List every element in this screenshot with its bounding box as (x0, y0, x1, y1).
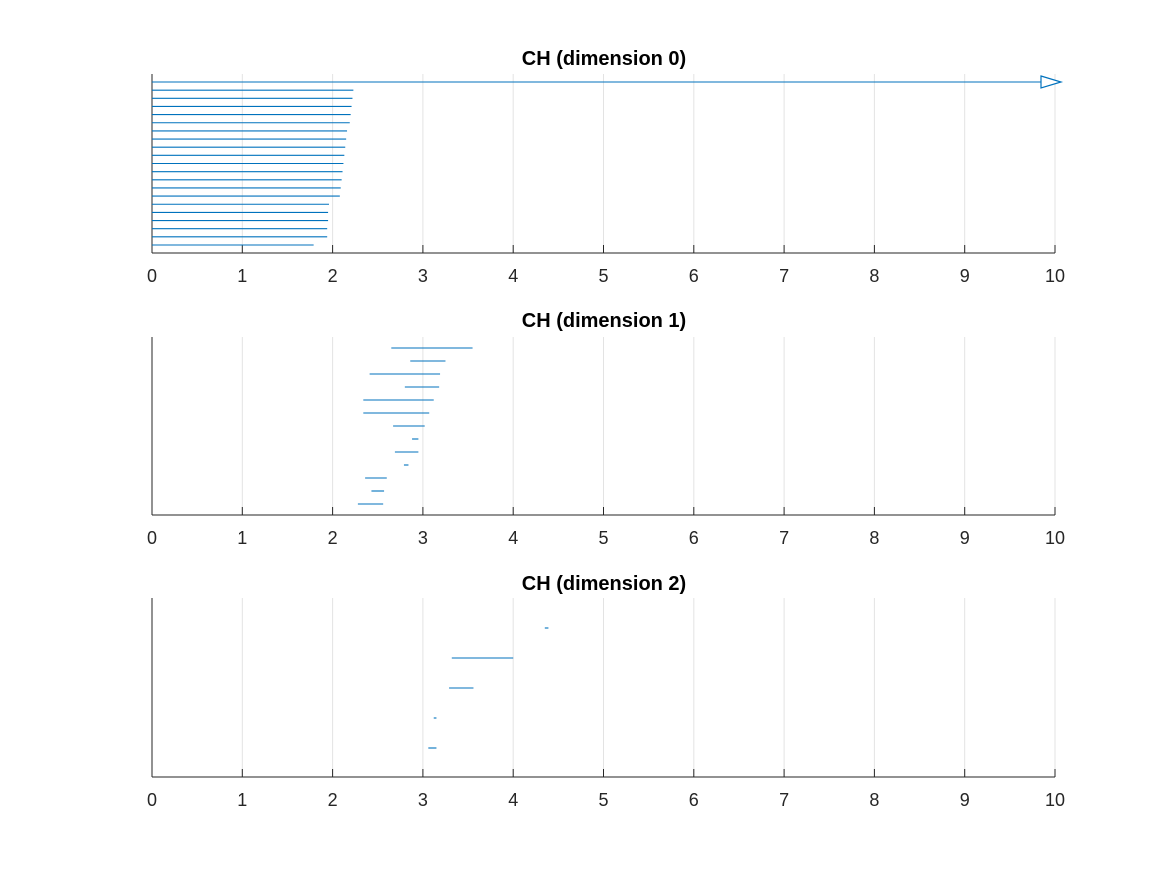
x-tick-label: 10 (1045, 266, 1065, 286)
x-tick-label: 3 (418, 528, 428, 548)
x-tick-label: 9 (960, 790, 970, 810)
x-tick-label: 6 (689, 790, 699, 810)
plot-area: 0 1 2 3 4 5 6 7 8 9 10 (147, 337, 1065, 548)
x-tick-label: 4 (508, 266, 518, 286)
x-tick-label: 3 (418, 790, 428, 810)
subplot-dimension-0: CH (dimension 0) 0 1 2 3 4 5 6 7 8 9 10 (147, 48, 1065, 286)
x-tick-label: 1 (237, 790, 247, 810)
x-tick-label: 7 (779, 528, 789, 548)
x-tick-label: 5 (598, 266, 608, 286)
x-tick-label: 7 (779, 266, 789, 286)
x-tick-label: 4 (508, 790, 518, 810)
x-tick-label: 5 (598, 528, 608, 548)
subplot-title: CH (dimension 1) (522, 310, 686, 332)
x-tick-label: 9 (960, 266, 970, 286)
x-tick-label: 8 (869, 266, 879, 286)
x-tick-label: 4 (508, 528, 518, 548)
subplot-dimension-1: CH (dimension 1) 0 1 2 3 4 5 6 7 8 9 10 (147, 310, 1065, 548)
x-tick-label: 2 (328, 790, 338, 810)
x-tick-label: 9 (960, 528, 970, 548)
x-tick-label: 6 (689, 528, 699, 548)
x-tick-label: 1 (237, 528, 247, 548)
infinite-arrow-marker (1040, 75, 1064, 89)
x-tick-label: 8 (869, 790, 879, 810)
x-tick-label: 1 (237, 266, 247, 286)
x-tick-label: 0 (147, 528, 157, 548)
x-tick-label: 0 (147, 790, 157, 810)
x-tick-label: 2 (328, 528, 338, 548)
x-tick-label: 10 (1045, 528, 1065, 548)
x-tick-label: 3 (418, 266, 428, 286)
x-tick-label: 0 (147, 266, 157, 286)
subplot-dimension-2: CH (dimension 2) 0 1 2 3 4 5 6 7 8 9 10 (147, 573, 1065, 810)
x-tick-label: 8 (869, 528, 879, 548)
plot-area: 0 1 2 3 4 5 6 7 8 9 10 (147, 74, 1065, 286)
x-tick-label: 6 (689, 266, 699, 286)
x-tick-label: 7 (779, 790, 789, 810)
subplot-title: CH (dimension 0) (522, 48, 686, 70)
plot-area: 0 1 2 3 4 5 6 7 8 9 10 (147, 598, 1065, 810)
x-tick-label: 2 (328, 266, 338, 286)
x-tick-label: 5 (598, 790, 608, 810)
x-tick-label: 10 (1045, 790, 1065, 810)
subplot-title: CH (dimension 2) (522, 573, 686, 595)
